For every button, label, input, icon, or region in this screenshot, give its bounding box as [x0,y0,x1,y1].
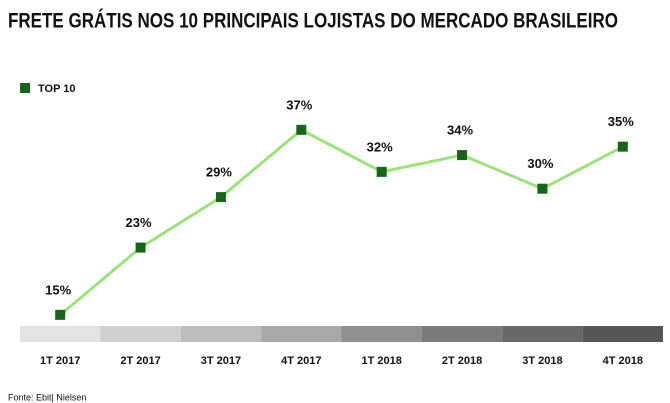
x-tick-label: 3T 2018 [522,355,562,367]
x-tick-label: 1T 2017 [40,355,80,367]
category-band [261,326,342,342]
point-marker [135,242,146,253]
point-marker [376,166,387,177]
data-label: 30% [527,156,553,171]
category-band [100,326,181,342]
x-tick-label: 3T 2017 [201,355,241,367]
point-marker [617,141,628,152]
category-band [502,326,583,342]
data-label: 34% [447,122,473,137]
point-marker [215,192,226,203]
point-marker [296,124,307,135]
category-band [341,326,422,342]
legend-label: TOP 10 [38,83,76,95]
data-label: 37% [286,97,312,112]
point-marker [537,183,548,194]
x-tick-label: 2T 2018 [442,355,482,367]
data-label: 15% [45,282,71,297]
data-label: 23% [126,215,152,230]
chart-title: FRETE GRÁTIS NOS 10 PRINCIPAIS LOJISTAS … [8,10,618,33]
line [59,128,624,317]
data-label: 29% [206,165,232,180]
legend-marker [20,83,30,93]
point-marker [55,309,66,320]
source: Fonte: Ebit| Nielsen [8,392,86,402]
point-marker [457,150,468,161]
x-tick-label: 2T 2017 [120,355,160,367]
data-label: 35% [608,114,634,129]
category-band [421,326,503,342]
x-tick-label: 4T 2018 [603,355,643,367]
category-band [582,326,663,342]
data-label: 32% [367,139,393,154]
x-tick-label: 1T 2018 [362,355,402,367]
x-tick-label: 4T 2017 [281,355,321,367]
category-band [180,326,262,342]
category-band [20,326,101,342]
